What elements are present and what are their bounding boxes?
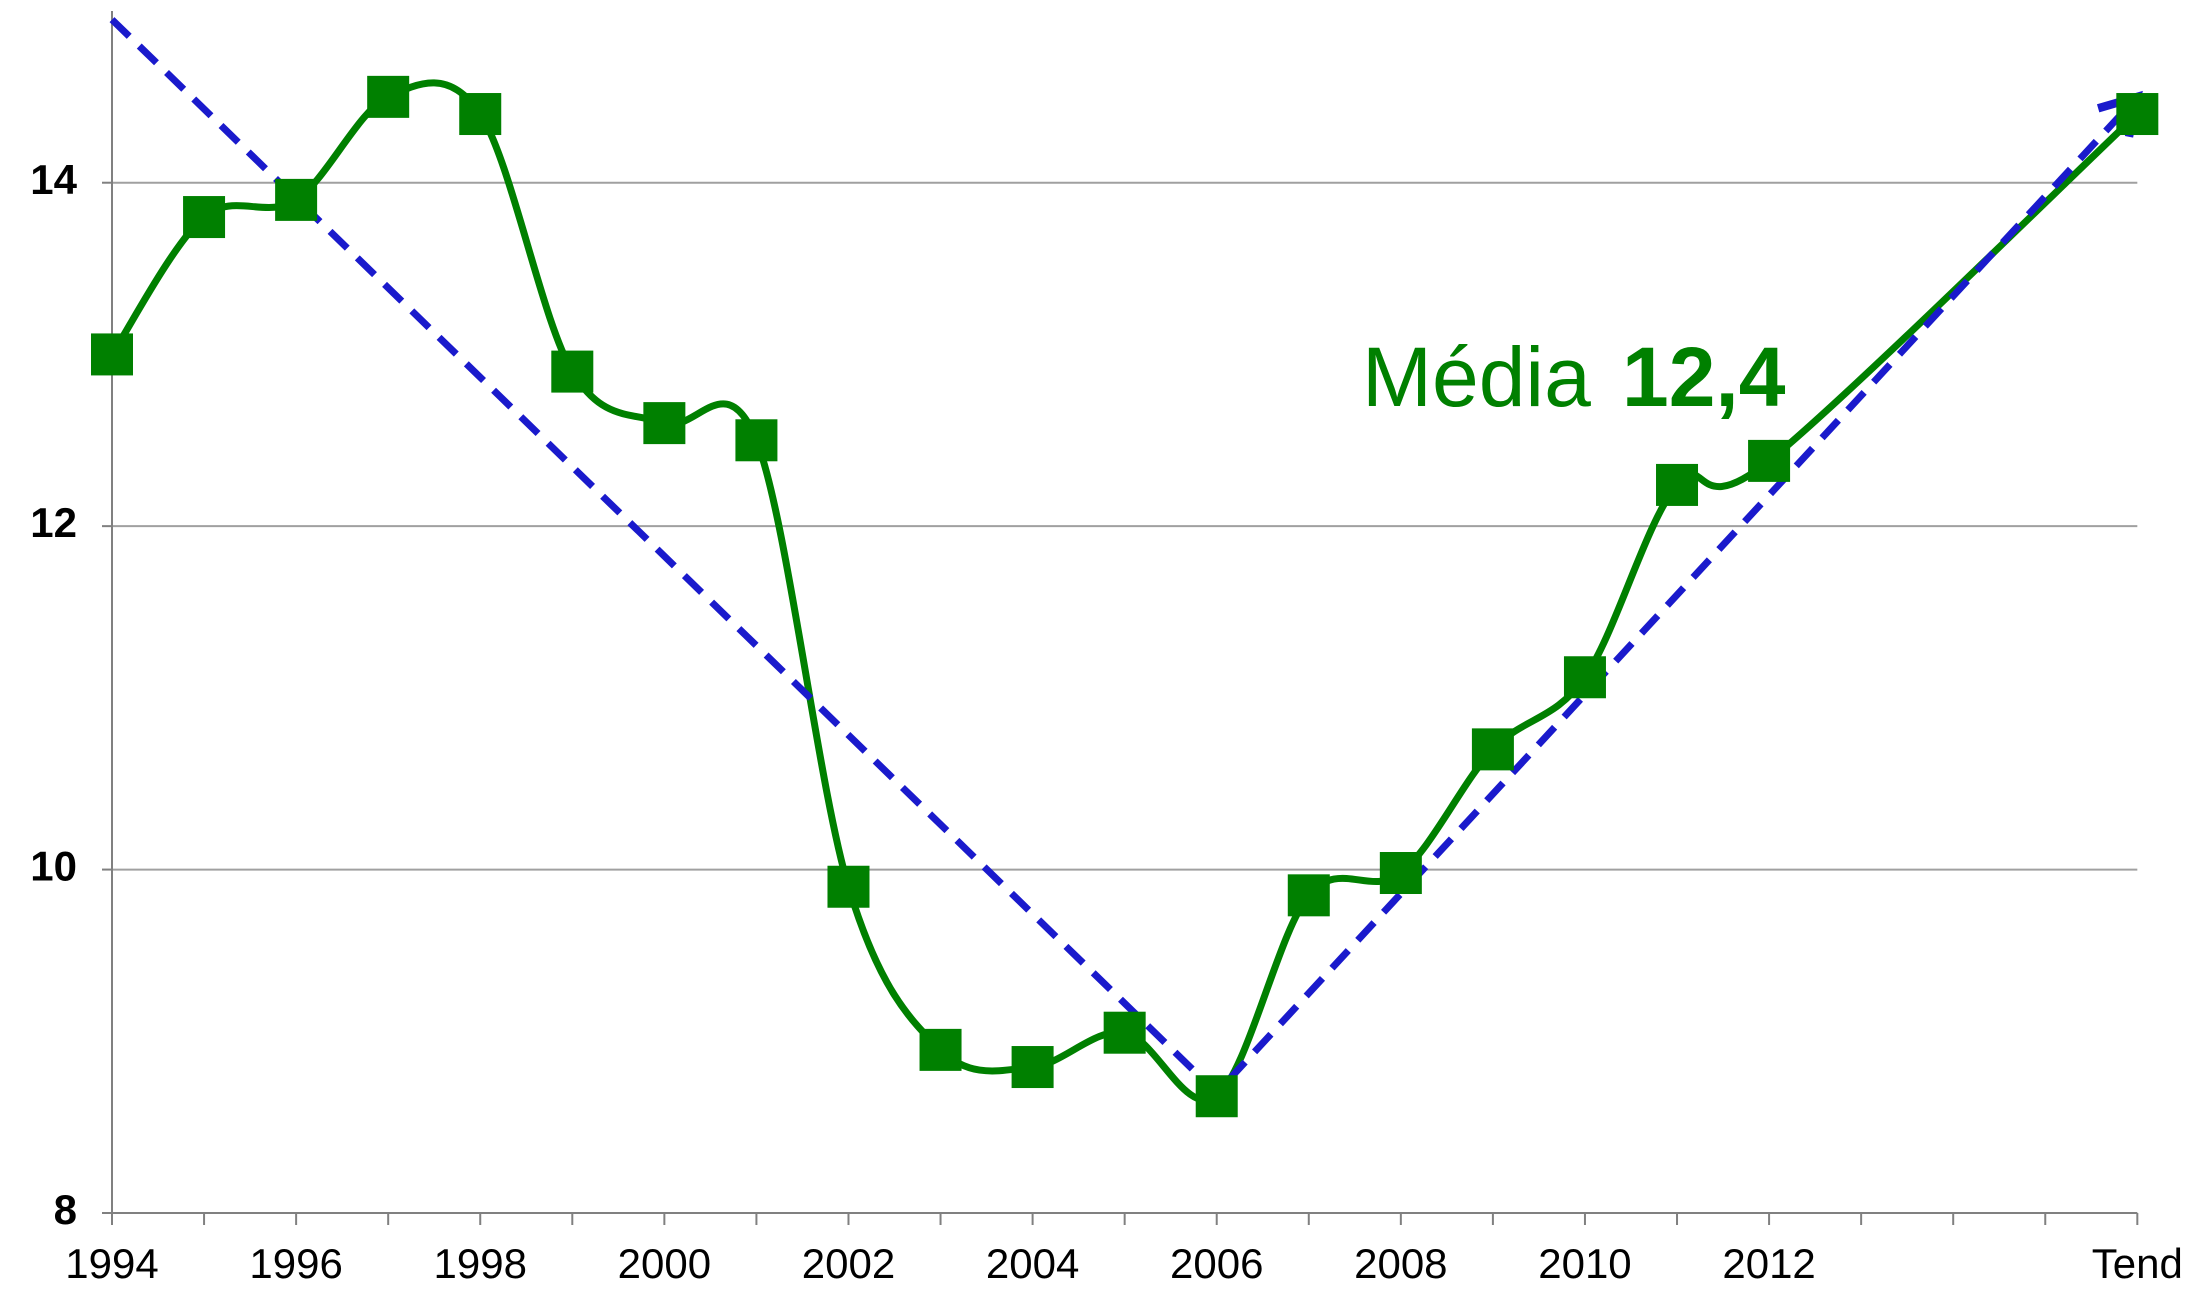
- marker: [1011, 1046, 1054, 1089]
- x-tick-label: 2006: [1170, 1240, 1263, 1287]
- marker: [1103, 1011, 1146, 1054]
- annotation-value: 12,4: [1622, 330, 1786, 424]
- x-tick-label: Tend: [2092, 1240, 2183, 1287]
- annotation-label: Média: [1362, 330, 1591, 424]
- x-tick-label: 2008: [1354, 1240, 1447, 1287]
- x-tick-label: 2002: [802, 1240, 895, 1287]
- marker: [367, 75, 410, 118]
- trend-line: [109, 17, 2143, 1098]
- marker: [91, 333, 133, 376]
- x-tick-label: 2000: [618, 1240, 711, 1287]
- marker: [183, 196, 226, 239]
- marker: [275, 178, 318, 221]
- marker: [1195, 1075, 1238, 1118]
- x-tick-label: 1998: [434, 1240, 527, 1287]
- y-tick-label: 10: [30, 843, 77, 890]
- marker: [1471, 728, 1514, 771]
- y-tick-label: 14: [30, 156, 77, 203]
- marker: [2116, 93, 2159, 136]
- marker: [1748, 439, 1791, 482]
- x-tick-label: 2010: [1538, 1240, 1631, 1287]
- data-line: [109, 79, 2140, 1104]
- marker: [643, 402, 686, 445]
- y-tick-label: 12: [30, 499, 77, 546]
- marker: [919, 1028, 962, 1071]
- x-tick-label: 1994: [65, 1240, 158, 1287]
- marker: [1287, 874, 1330, 917]
- marker: [735, 419, 778, 462]
- x-tick-label: 1996: [249, 1240, 342, 1287]
- x-tick-label: 2004: [986, 1240, 1079, 1287]
- marker: [1379, 852, 1422, 895]
- marker: [1563, 656, 1606, 699]
- marker: [1656, 463, 1699, 506]
- marker: [551, 350, 594, 393]
- y-tick-label: 8: [54, 1186, 77, 1233]
- marker: [827, 865, 870, 908]
- x-tick-label: 2012: [1722, 1240, 1815, 1287]
- marker: [459, 93, 502, 136]
